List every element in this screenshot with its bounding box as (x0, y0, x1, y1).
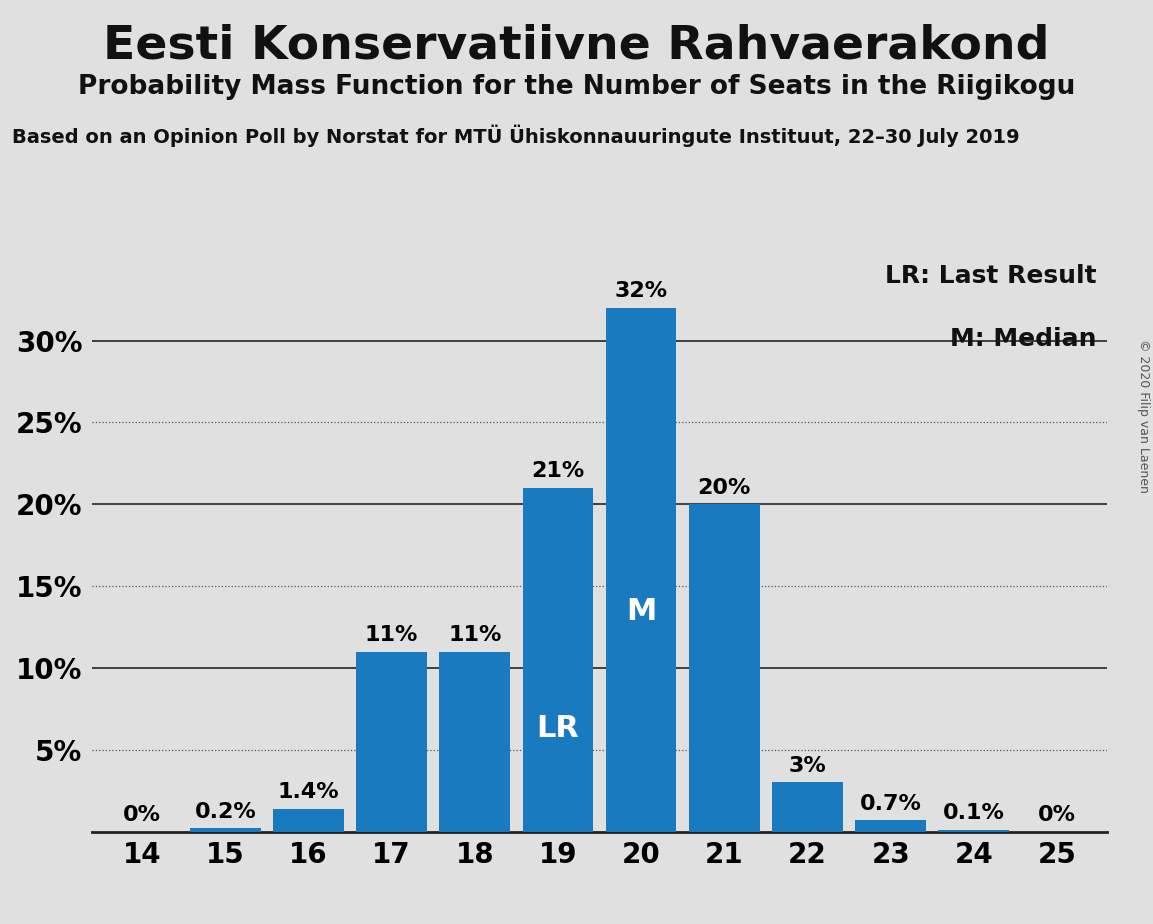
Text: Probability Mass Function for the Number of Seats in the Riigikogu: Probability Mass Function for the Number… (77, 74, 1076, 100)
Text: 11%: 11% (449, 625, 502, 645)
Bar (689, 505, 760, 832)
Bar (190, 828, 261, 832)
Text: 32%: 32% (615, 281, 668, 301)
Text: M: M (626, 597, 656, 626)
Text: 20%: 20% (698, 478, 751, 498)
Text: 0.2%: 0.2% (195, 802, 256, 821)
Text: Eesti Konservatiivne Rahvaerakond: Eesti Konservatiivne Rahvaerakond (104, 23, 1049, 68)
Text: Based on an Opinion Poll by Norstat for MTÜ Ühiskonnauuringute Instituut, 22–30 : Based on an Opinion Poll by Norstat for … (12, 125, 1019, 147)
Text: M: Median: M: Median (950, 327, 1097, 351)
Bar (939, 830, 1009, 832)
Bar (356, 651, 427, 832)
Bar (439, 651, 510, 832)
Text: 0%: 0% (1038, 805, 1076, 825)
Text: LR: Last Result: LR: Last Result (886, 264, 1097, 288)
Bar (273, 808, 344, 832)
Bar (522, 488, 594, 832)
Text: 21%: 21% (532, 461, 585, 481)
Bar (773, 783, 843, 832)
Text: 1.4%: 1.4% (278, 782, 339, 802)
Bar (856, 821, 926, 832)
Bar (605, 308, 677, 832)
Text: 3%: 3% (789, 756, 827, 776)
Text: 0.1%: 0.1% (943, 803, 1004, 823)
Text: 11%: 11% (366, 625, 419, 645)
Text: © 2020 Filip van Laenen: © 2020 Filip van Laenen (1137, 339, 1151, 492)
Text: 0.7%: 0.7% (860, 794, 921, 814)
Text: LR: LR (536, 714, 580, 743)
Text: 0%: 0% (123, 805, 161, 825)
